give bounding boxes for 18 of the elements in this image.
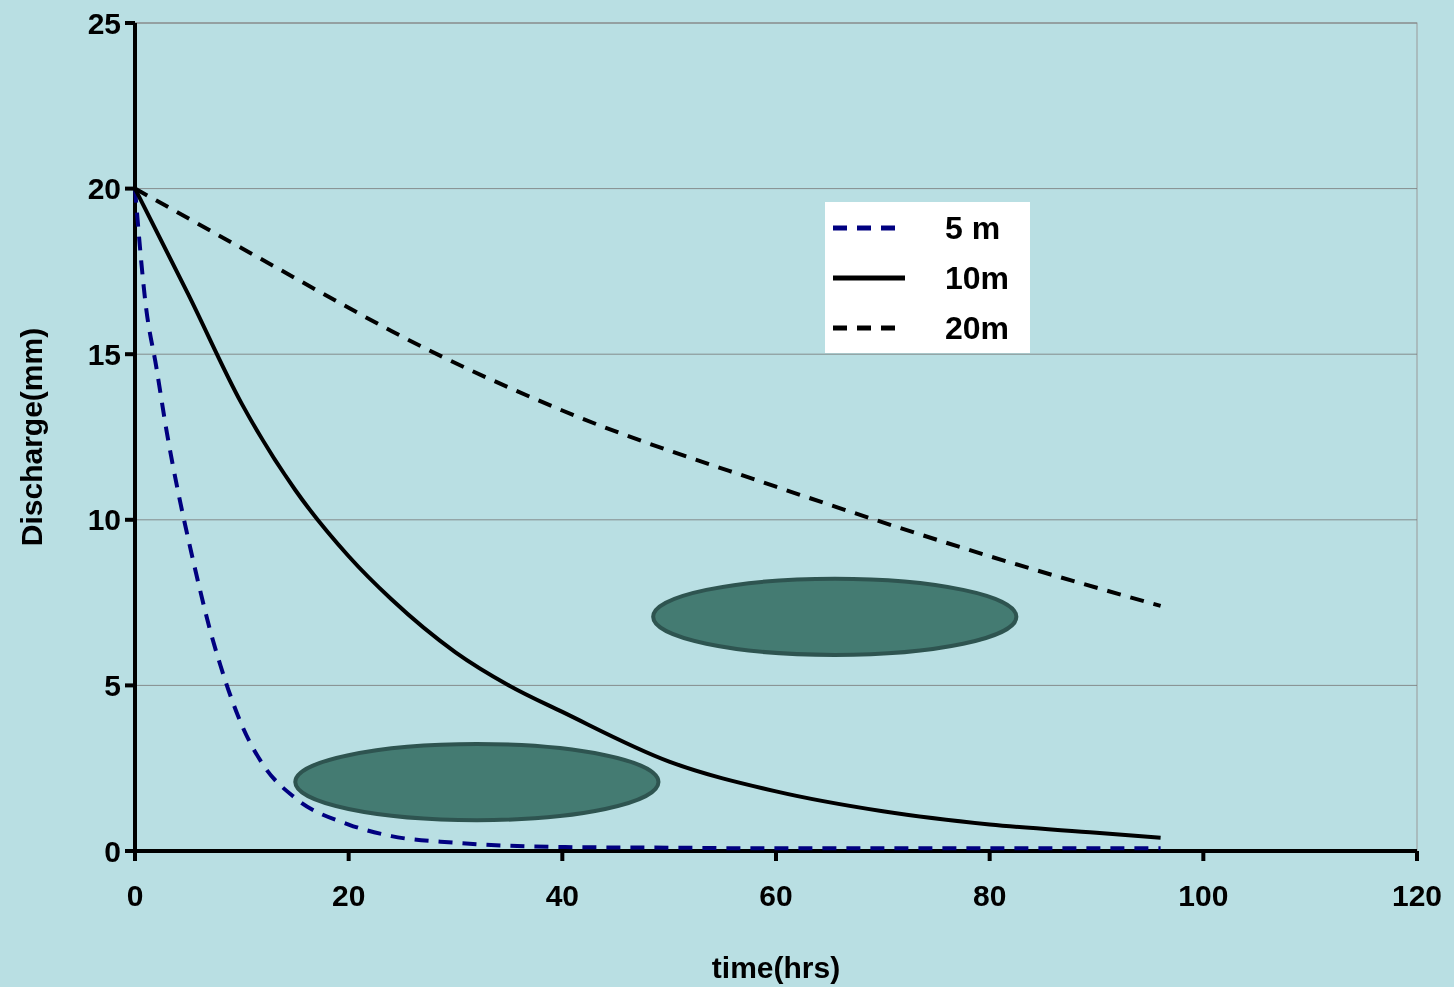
x-tick-label: 0 bbox=[126, 879, 144, 912]
y-tick-label: 15 bbox=[87, 337, 121, 371]
y-tick-label: 10 bbox=[87, 503, 121, 537]
y-axis-title: Discharge(mm) bbox=[15, 327, 48, 547]
x-tick-label: 100 bbox=[1178, 879, 1229, 912]
legend-label: 20m bbox=[945, 310, 1010, 347]
y-tick-label: 20 bbox=[87, 172, 121, 206]
y-tick-label: 5 bbox=[104, 668, 121, 702]
x-tick-label: 40 bbox=[545, 879, 580, 912]
x-tick-label: 80 bbox=[972, 879, 1007, 912]
y-tick-label: 0 bbox=[104, 834, 121, 868]
legend-label: 10m bbox=[945, 260, 1010, 297]
legend-label: 5 m bbox=[945, 210, 1001, 247]
y-tick-label: 25 bbox=[87, 6, 121, 40]
x-tick-label: 60 bbox=[759, 879, 793, 912]
x-tick-label: 20 bbox=[331, 879, 366, 912]
x-axis-title: time(hrs) bbox=[711, 951, 841, 984]
x-tick-label: 120 bbox=[1391, 879, 1443, 912]
